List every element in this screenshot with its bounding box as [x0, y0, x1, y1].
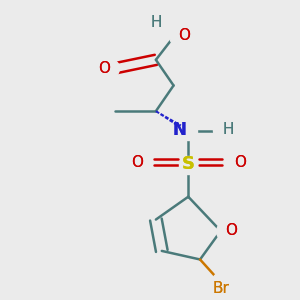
Text: H: H	[222, 122, 234, 137]
Text: Br: Br	[212, 281, 229, 296]
Text: O: O	[130, 155, 142, 170]
Text: O: O	[98, 61, 110, 76]
Text: N: N	[173, 121, 187, 139]
Text: H: H	[150, 15, 162, 30]
Text: S: S	[182, 155, 195, 173]
Text: O: O	[225, 224, 237, 238]
Text: N: N	[173, 121, 187, 139]
Text: H: H	[222, 122, 234, 137]
Text: S: S	[182, 155, 195, 173]
Text: O: O	[234, 155, 246, 170]
Text: O: O	[234, 155, 246, 170]
Text: H: H	[150, 15, 162, 30]
Text: O: O	[130, 155, 142, 170]
Text: O: O	[225, 224, 237, 238]
Text: Br: Br	[212, 281, 229, 296]
Text: O: O	[178, 28, 190, 43]
Text: O: O	[98, 61, 110, 76]
Text: O: O	[178, 28, 190, 43]
